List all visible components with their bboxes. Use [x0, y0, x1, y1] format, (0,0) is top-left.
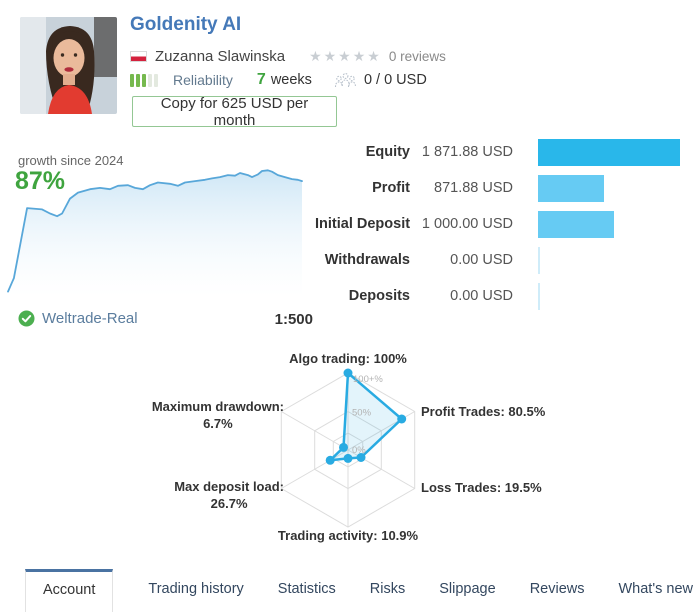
stat-label: Deposits: [348, 288, 410, 304]
poland-flag-icon: [130, 51, 147, 62]
reliability-bar: [142, 74, 146, 87]
tab-slippage[interactable]: Slippage: [439, 581, 496, 597]
stat-value: 1 000.00 USD: [421, 216, 513, 232]
radar-ring-label: 100+%: [353, 374, 383, 385]
reliability-bar: [136, 74, 140, 87]
stat-bar: [538, 138, 680, 166]
reviews-count[interactable]: 0 reviews: [388, 49, 446, 64]
radar-chart: 100+% 50% 0%: [280, 368, 416, 528]
subscribers-icon: [334, 72, 357, 88]
stat-label: Initial Deposit: [315, 216, 411, 232]
radar-vertex-dot: [397, 414, 407, 424]
stat-row: Equity 1 871.88 USD: [315, 134, 700, 170]
stat-label: Profit: [372, 180, 410, 196]
stat-row: Initial Deposit 1 000.00 USD: [315, 206, 700, 242]
stat-row: Deposits 0.00 USD: [315, 278, 700, 314]
radar-spoke: [281, 449, 349, 489]
reliability-bar: [148, 74, 152, 87]
radar-axis-label: Algo trading: 100%: [289, 351, 407, 366]
tab-risks[interactable]: Risks: [369, 581, 406, 597]
radar-vertex-dot: [356, 453, 366, 462]
tab-account[interactable]: Account: [25, 569, 114, 612]
avatar-image: [20, 17, 117, 114]
radar-spoke: [281, 411, 349, 451]
reliability-bars-icon: [130, 73, 160, 87]
radar-axis-label: Profit Trades: 80.5%: [421, 404, 546, 419]
stat-label: Withdrawals: [324, 252, 410, 268]
leverage-value: 1:500: [274, 311, 313, 328]
radar-ring-label: 0%: [352, 445, 366, 456]
weeks-value: 7: [256, 71, 266, 88]
subscribers-count: 0 / 0 USD: [363, 72, 427, 88]
radar-axis-label: Trading activity: 10.9%: [277, 528, 419, 543]
stat-bar: [538, 282, 540, 310]
copy-button[interactable]: Copy for 625 USD per month: [132, 95, 337, 129]
author-name[interactable]: Zuzanna Slawinska: [155, 48, 286, 65]
avatar: [20, 17, 117, 114]
radar-vertex-dot: [339, 442, 348, 452]
stat-label: Equity: [365, 144, 410, 160]
radar-axis-label: Loss Trades: 19.5%: [421, 480, 542, 495]
tab-what-s-new[interactable]: What's new: [618, 581, 693, 597]
stat-value: 0.00 USD: [450, 252, 513, 268]
weeks-unit: weeks: [270, 72, 312, 88]
broker-name[interactable]: Weltrade-Real: [42, 310, 138, 327]
broker-row: Weltrade-Real: [18, 310, 138, 327]
page-title: Goldenity AI: [130, 14, 242, 35]
reliability-label: Reliability: [173, 72, 233, 88]
stat-row: Withdrawals 0.00 USD: [315, 242, 700, 278]
growth-value: 87%: [15, 167, 66, 195]
tab-trading-history[interactable]: Trading history: [148, 581, 244, 597]
stat-value: 0.00 USD: [450, 288, 513, 304]
reliability-bar: [154, 74, 158, 87]
radar-vertex-dot: [325, 455, 335, 465]
stat-bar: [538, 174, 605, 202]
stat-row: Profit 871.88 USD: [315, 170, 700, 206]
author-row: Zuzanna Slawinska ★★★★★ 0 reviews: [130, 48, 446, 65]
stat-bar: [538, 246, 540, 274]
tab-statistics[interactable]: Statistics: [277, 581, 336, 597]
tab-reviews[interactable]: Reviews: [529, 581, 585, 597]
radar-vertex-dot: [343, 453, 353, 463]
verified-icon: [18, 310, 35, 327]
stat-value: 871.88 USD: [434, 180, 513, 196]
stat-bar: [538, 210, 614, 238]
radar-axis-label: Maximum drawdown: 6.7%: [151, 399, 284, 431]
growth-label: growth since 2024: [18, 153, 124, 168]
radar-axis-label: Max deposit load: 26.7%: [174, 479, 284, 511]
stats-table: Equity 1 871.88 USD Profit 871.88 USD Initia…: [315, 134, 700, 314]
tab-bar: Account Trading history Statistics Risks Sli…: [0, 569, 700, 612]
stat-value: 1 871.88 USD: [421, 144, 513, 160]
reliability-row: Reliability 7 weeks 0 / 0 USD: [130, 71, 427, 89]
reliability-bar: [130, 74, 134, 87]
radar-ring-label: 50%: [352, 408, 372, 419]
radar-vertex-dot: [343, 368, 353, 378]
growth-chart: [7, 169, 303, 297]
star-rating-icon: ★★★★★: [309, 48, 382, 64]
